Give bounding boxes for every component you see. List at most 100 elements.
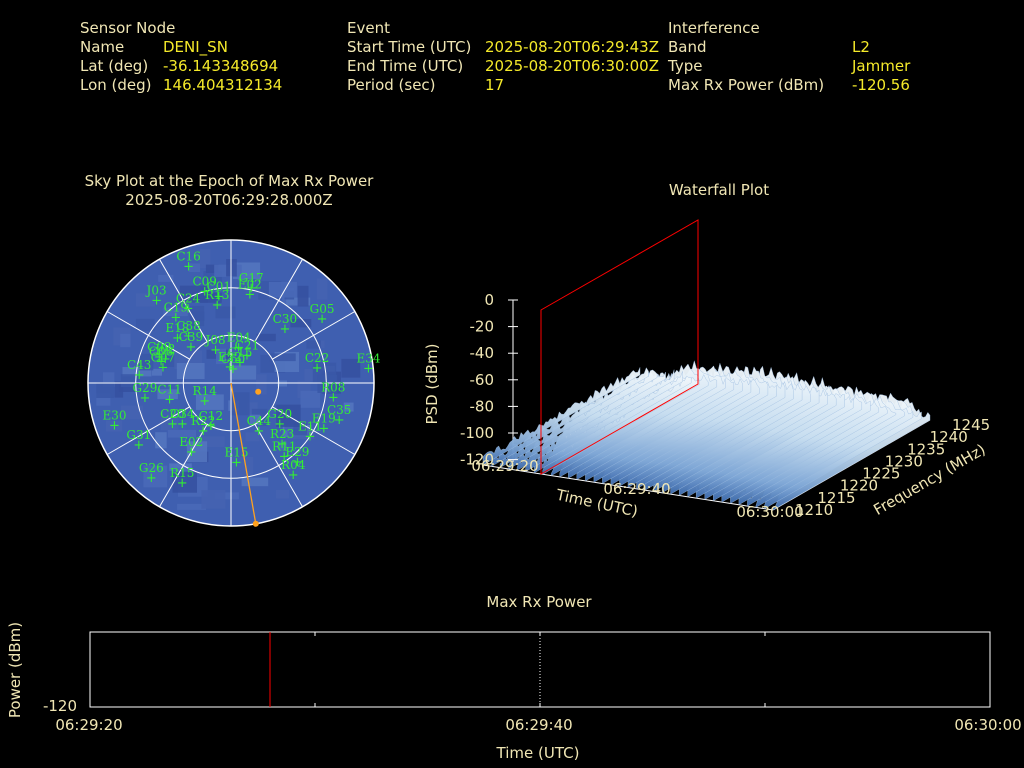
satellite-marker: +C34 xyxy=(170,407,195,432)
terrain-block xyxy=(306,340,321,349)
satellite-label: R22 xyxy=(191,414,215,428)
interference-line xyxy=(230,382,257,524)
satellite-label: E18 xyxy=(165,321,189,335)
terrain-block xyxy=(143,465,168,488)
azimuth-spoke xyxy=(159,258,208,342)
terrain-block xyxy=(155,432,167,449)
waterfall-ridge xyxy=(627,365,786,488)
satellite-label: G17 xyxy=(239,271,264,285)
terrain-block xyxy=(325,365,335,390)
terrain-block xyxy=(139,353,154,371)
interference-type-value: Jammer xyxy=(852,57,911,75)
satellite-label: C34 xyxy=(170,407,195,421)
terrain-block xyxy=(172,471,197,493)
satellite-label: J03 xyxy=(145,283,167,297)
psd-tick-label: 0 xyxy=(484,291,494,309)
terrain-block xyxy=(269,353,296,362)
satellite-plus: + xyxy=(199,394,210,409)
satellite-marker: +C35 xyxy=(327,403,351,428)
satellite-marker: +E29 xyxy=(285,445,309,470)
terrain-block xyxy=(278,441,287,450)
satellite-plus: + xyxy=(157,360,168,375)
satellite-label: E30 xyxy=(102,408,126,422)
terrain-block xyxy=(195,394,224,410)
satellite-marker: +E02 xyxy=(238,277,262,302)
waterfall-axes xyxy=(482,300,931,511)
terrain-block xyxy=(113,327,131,346)
waterfall-ridge xyxy=(499,369,658,468)
satellite-marker: +C19 xyxy=(164,300,188,325)
satellite-plus: + xyxy=(156,355,167,370)
satellite-marker: +C21 xyxy=(235,339,259,364)
terrain-block xyxy=(232,456,254,477)
waterfall-ridge xyxy=(585,362,743,482)
satellite-label: C12 xyxy=(199,409,223,423)
satellite-marker: +C43 xyxy=(127,358,151,383)
terrain-block xyxy=(120,374,139,387)
satellite-label: G31 xyxy=(126,428,151,442)
elevation-ring xyxy=(182,334,280,432)
satellite-plus: + xyxy=(183,329,194,344)
satellite-plus: + xyxy=(231,455,242,470)
terrain-block xyxy=(293,422,307,436)
satellite-plus: + xyxy=(212,298,223,313)
sky-plot-title: Sky Plot at the Epoch of Max Rx Power xyxy=(85,172,375,190)
terrain-block xyxy=(268,281,297,298)
satellite-marker: +G15 xyxy=(228,346,253,371)
satellite-label: E04 xyxy=(227,330,251,344)
waterfall-ridge xyxy=(542,375,700,475)
interference-power-label: Max Rx Power (dBm) xyxy=(668,76,825,94)
waterfall-ridge xyxy=(482,367,641,466)
satellite-label: G20 xyxy=(267,407,292,421)
terrain-block xyxy=(286,297,311,306)
waterfall-ridge xyxy=(747,394,905,507)
interference-section-title: Interference xyxy=(668,19,760,37)
frequency-tick-label: 1240 xyxy=(930,428,968,446)
terrain-block xyxy=(309,340,325,348)
satellite-marker: +R08 xyxy=(321,380,345,405)
max-power-xtick-label: 06:29:40 xyxy=(505,716,572,734)
satellite-plus: + xyxy=(213,290,224,305)
satellite-marker: +G26 xyxy=(139,461,164,486)
waterfall-ridge xyxy=(491,367,649,467)
satellite-marker: +E04 xyxy=(227,330,251,355)
waterfall-ridge xyxy=(525,371,683,472)
satellite-plus: + xyxy=(133,438,144,453)
satellite-plus: + xyxy=(151,293,162,308)
waterfall-ridge xyxy=(516,369,675,471)
satellite-plus: + xyxy=(228,362,239,377)
terrain-block xyxy=(258,281,282,300)
satellite-plus: + xyxy=(186,445,197,460)
waterfall-ridge xyxy=(619,366,777,487)
terrain-block xyxy=(300,390,321,408)
terrain-block xyxy=(206,349,232,359)
frequency-tick-label: 1230 xyxy=(885,452,923,470)
waterfall-ridge xyxy=(704,386,862,500)
time-tick-label: 06:29:20 xyxy=(471,457,538,475)
terrain-block xyxy=(290,319,312,328)
satellite-plus: + xyxy=(167,417,178,432)
waterfall-ridge xyxy=(721,386,879,503)
satellite-marker: +E18 xyxy=(165,321,189,346)
terrain-block xyxy=(230,392,250,416)
waterfall-ridge xyxy=(636,366,794,490)
waterfall-ridge xyxy=(696,385,854,499)
satellite-plus: + xyxy=(164,392,175,407)
terrain-block xyxy=(256,374,267,395)
interference-type-label: Type xyxy=(668,57,703,75)
psd-tick-label: -60 xyxy=(470,371,495,389)
azimuth-spoke xyxy=(159,424,208,508)
terrain-block xyxy=(276,490,289,499)
event-start-label: Start Time (UTC) xyxy=(347,38,472,56)
satellite-label: C35 xyxy=(327,403,351,417)
satellite-label: C30 xyxy=(273,312,297,326)
terrain-block xyxy=(200,436,225,447)
satellite-marker: +C11 xyxy=(157,382,181,407)
satellite-marker: +G20 xyxy=(267,407,292,432)
terrain-block xyxy=(312,362,337,383)
waterfall-time-marker xyxy=(540,219,699,475)
waterfall-ridge xyxy=(576,365,734,480)
terrain-block xyxy=(284,410,294,431)
satellite-plus: + xyxy=(305,429,316,444)
terrain-block xyxy=(178,477,208,497)
